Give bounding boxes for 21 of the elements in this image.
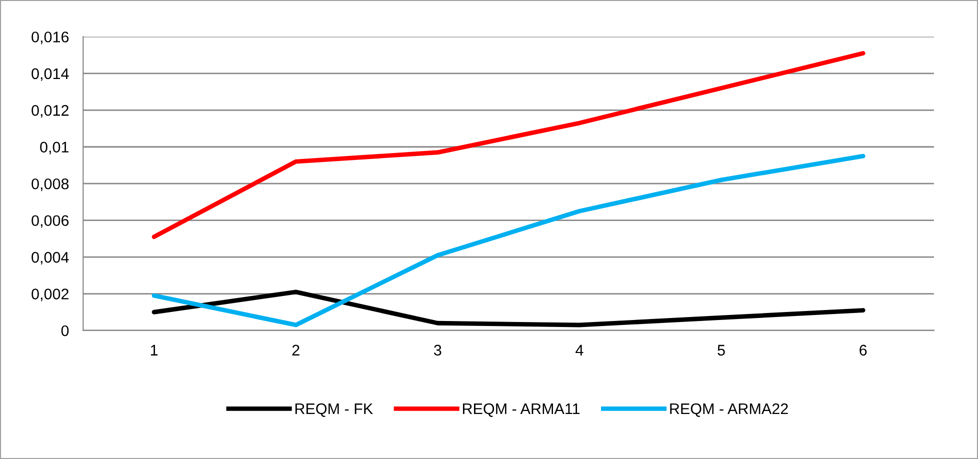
- x-tick-label: 6: [860, 344, 867, 356]
- x-tick-label: 2: [292, 344, 300, 356]
- line-series: [152, 51, 866, 240]
- y-tick-label: 0,016: [32, 32, 69, 44]
- y-tick-label: 0,008: [32, 178, 69, 192]
- x-tick-label: 1: [150, 344, 158, 356]
- y-tick-label: 0: [61, 325, 69, 336]
- y-tick-label: 0,004: [32, 252, 69, 265]
- y-tick-label: 0,014: [32, 68, 69, 81]
- line-series: [152, 154, 866, 328]
- x-tick-label: 5: [718, 344, 725, 356]
- y-tick-label: 0,01: [40, 142, 68, 154]
- legend-label: REQM - ARMA11: [462, 403, 580, 417]
- legend-label: REQM - ARMA22: [670, 403, 788, 417]
- line-series: [152, 290, 866, 328]
- y-tick-label: 0,006: [32, 215, 69, 228]
- x-tick-label: 3: [434, 344, 442, 356]
- y-tick-label: 0,012: [32, 105, 68, 118]
- y-tick-label: 0,002: [32, 288, 68, 302]
- x-tick-label: 4: [576, 344, 584, 356]
- legend-label: REQM - FK: [295, 403, 373, 417]
